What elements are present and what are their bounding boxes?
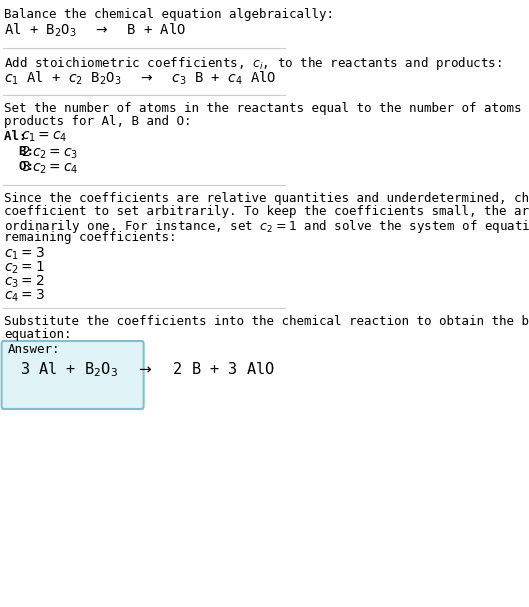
Text: $c_1 = 3$: $c_1 = 3$ (4, 246, 45, 262)
Text: equation:: equation: (4, 328, 72, 341)
Text: remaining coefficients:: remaining coefficients: (4, 231, 177, 244)
Text: Add stoichiometric coefficients, $c_i$, to the reactants and products:: Add stoichiometric coefficients, $c_i$, … (4, 55, 502, 72)
Text: ordinarily one. For instance, set $c_2 = 1$ and solve the system of equations fo: ordinarily one. For instance, set $c_2 =… (4, 218, 529, 235)
Text: O:: O: (4, 160, 42, 173)
Text: Substitute the coefficients into the chemical reaction to obtain the balanced: Substitute the coefficients into the che… (4, 315, 529, 328)
Text: $c_3 = 2$: $c_3 = 2$ (4, 274, 45, 290)
Text: $c_1 = c_4$: $c_1 = c_4$ (21, 130, 67, 144)
Text: Al + B$_2$O$_3$  $\rightarrow$  B + AlO: Al + B$_2$O$_3$ $\rightarrow$ B + AlO (4, 22, 186, 39)
Text: $c_1$ Al + $c_2$ B$_2$O$_3$  $\rightarrow$  $c_3$ B + $c_4$ AlO: $c_1$ Al + $c_2$ B$_2$O$_3$ $\rightarrow… (4, 70, 277, 87)
Text: Set the number of atoms in the reactants equal to the number of atoms in the: Set the number of atoms in the reactants… (4, 102, 529, 115)
Text: Balance the chemical equation algebraically:: Balance the chemical equation algebraica… (4, 8, 334, 21)
Text: $3\,c_2 = c_4$: $3\,c_2 = c_4$ (21, 160, 78, 177)
Text: B:: B: (4, 145, 42, 158)
Text: Answer:: Answer: (7, 343, 60, 356)
FancyBboxPatch shape (2, 341, 143, 409)
Text: $c_2 = 1$: $c_2 = 1$ (4, 260, 45, 276)
Text: $2\,c_2 = c_3$: $2\,c_2 = c_3$ (21, 145, 78, 161)
Text: $c_4 = 3$: $c_4 = 3$ (4, 288, 45, 304)
Text: products for Al, B and O:: products for Al, B and O: (4, 115, 192, 128)
Text: Al:: Al: (4, 130, 34, 143)
Text: Since the coefficients are relative quantities and underdetermined, choose a: Since the coefficients are relative quan… (4, 192, 529, 205)
Text: coefficient to set arbitrarily. To keep the coefficients small, the arbitrary va: coefficient to set arbitrarily. To keep … (4, 205, 529, 218)
Text: 3 Al + B$_2$O$_3$  $\rightarrow$  2 B + 3 AlO: 3 Al + B$_2$O$_3$ $\rightarrow$ 2 B + 3 … (20, 360, 275, 379)
